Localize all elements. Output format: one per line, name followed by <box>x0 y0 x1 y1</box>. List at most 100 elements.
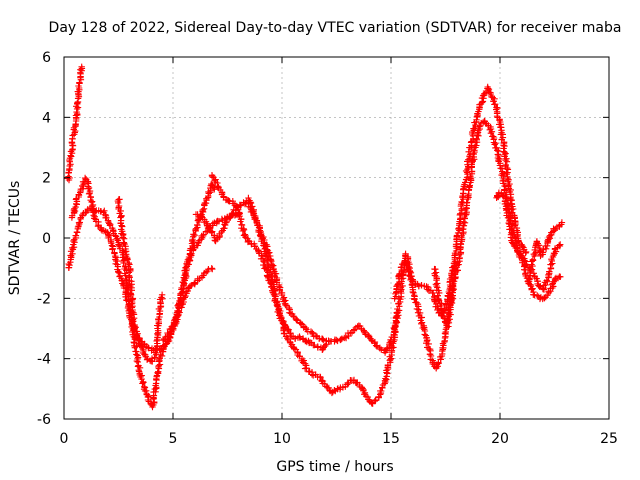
data-point <box>372 342 380 349</box>
data-point <box>551 275 559 283</box>
data-point <box>90 212 97 219</box>
data-point <box>134 330 141 337</box>
data-point <box>292 335 299 342</box>
data-point <box>557 273 564 280</box>
data-point <box>383 367 390 374</box>
data-point <box>274 302 281 310</box>
data-point <box>542 245 550 252</box>
data-point <box>539 285 547 293</box>
y-tick-label: -4 <box>37 352 51 368</box>
data-point <box>409 288 416 296</box>
data-point <box>191 280 198 287</box>
data-point <box>529 285 536 292</box>
data-point <box>175 301 182 308</box>
y-tick-label: 4 <box>42 110 51 126</box>
data-point <box>208 173 216 180</box>
y-tick-label: -6 <box>37 412 51 428</box>
y-tick-label: -2 <box>37 291 51 307</box>
data-point <box>424 286 431 293</box>
data-point <box>466 182 473 189</box>
data-point <box>176 297 183 305</box>
y-tick-label: 2 <box>42 171 51 187</box>
data-point <box>323 341 330 348</box>
series-track-10 <box>431 83 530 330</box>
data-point <box>76 79 83 86</box>
data-point <box>433 277 440 284</box>
data-point <box>78 63 85 70</box>
data-point <box>189 236 196 243</box>
data-point <box>156 361 164 368</box>
data-point <box>496 155 503 162</box>
tick-labels: 0 5 10 15 20 25 -6 -4 -2 0 2 4 6 <box>37 50 618 447</box>
data-point <box>540 246 547 253</box>
data-point <box>436 289 443 297</box>
data-point <box>378 346 385 353</box>
data-point <box>498 171 505 179</box>
data-point <box>186 283 194 290</box>
data-point <box>388 342 395 350</box>
series-track-2 <box>64 63 86 184</box>
data-point <box>496 162 504 169</box>
data-point <box>455 225 462 233</box>
data-point <box>416 309 424 317</box>
data-point <box>89 201 97 209</box>
series-track-9 <box>391 258 458 319</box>
series-track-8 <box>245 194 330 353</box>
data-point <box>240 226 248 233</box>
series-track-11 <box>493 189 564 303</box>
data-point <box>106 231 113 239</box>
data-point <box>198 213 205 220</box>
data-point <box>235 206 242 213</box>
data-point <box>394 315 401 322</box>
data-point <box>209 265 216 273</box>
data-point <box>144 396 152 404</box>
data-point <box>201 199 209 207</box>
data-point <box>368 336 375 344</box>
data-point <box>550 278 558 285</box>
data-point <box>66 262 73 269</box>
data-point <box>557 241 564 248</box>
data-point <box>86 189 93 197</box>
x-tick-label: 25 <box>600 431 618 447</box>
data-point <box>303 364 310 372</box>
data-point <box>132 324 139 331</box>
x-tick-label: 10 <box>273 431 291 447</box>
series-track-6 <box>192 197 401 356</box>
data-point <box>209 228 216 235</box>
data-point <box>112 232 119 239</box>
data-point <box>182 292 189 300</box>
data-point <box>73 228 81 236</box>
x-tick-label: 20 <box>491 431 509 447</box>
data-point <box>124 256 131 263</box>
data-point <box>128 287 135 294</box>
data-point <box>77 66 84 73</box>
data-point <box>318 335 326 342</box>
data-point <box>391 322 399 330</box>
y-axis-label: SDTVAR / TECUs <box>7 181 23 296</box>
data-point <box>269 278 276 285</box>
data-point <box>311 341 318 349</box>
data-point <box>138 375 145 383</box>
series-track-3 <box>68 174 242 411</box>
data-point <box>257 232 264 239</box>
x-axis-label: GPS time / hours <box>276 459 393 475</box>
data-point <box>541 295 548 302</box>
data-point <box>192 225 200 232</box>
data-point <box>115 196 122 203</box>
data-point <box>287 339 294 347</box>
data-point <box>227 214 234 221</box>
data-point <box>241 231 249 238</box>
data-point <box>208 265 215 272</box>
data-point <box>238 221 246 229</box>
data-point <box>534 292 541 299</box>
data-point <box>337 336 345 343</box>
data-point <box>322 342 329 349</box>
data-point <box>85 184 93 192</box>
data-point <box>117 214 124 221</box>
data-point <box>191 232 198 239</box>
data-point <box>199 232 207 240</box>
data-point <box>436 300 444 307</box>
data-point <box>115 269 122 276</box>
data-point <box>531 291 538 299</box>
data-point <box>222 219 229 226</box>
